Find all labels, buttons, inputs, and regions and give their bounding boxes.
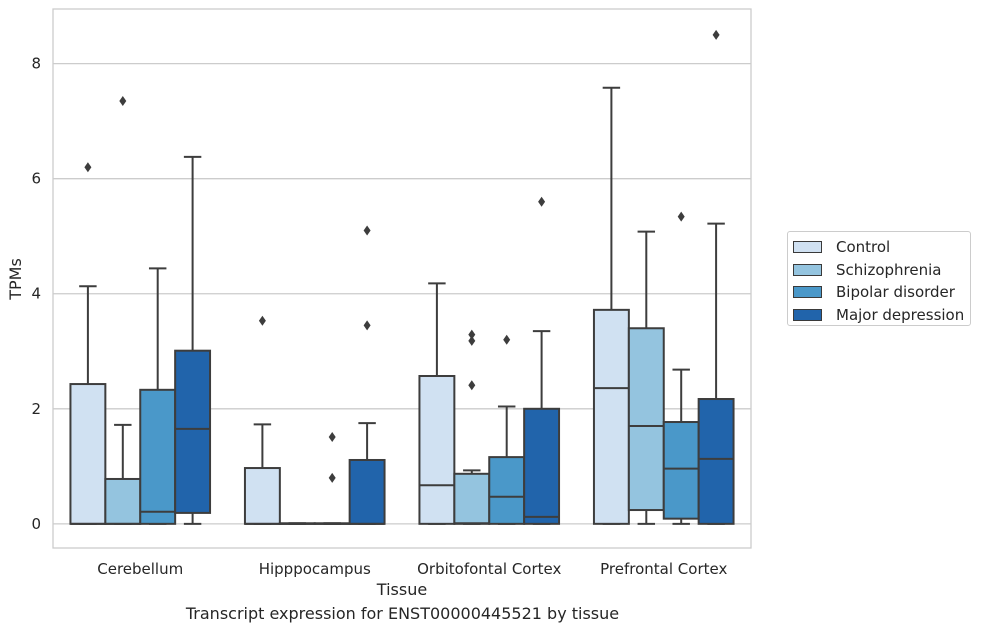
x-axis-ticks: Cerebellum Hipppocampus Orbitofontal Corte… bbox=[97, 560, 727, 578]
outlier-point bbox=[363, 225, 371, 236]
figure-caption: Transcript expression for ENST0000044552… bbox=[185, 604, 620, 623]
box-hipppocampus-bipolar-disorder bbox=[313, 431, 351, 525]
box-body bbox=[697, 398, 735, 525]
box-body bbox=[592, 308, 630, 525]
plot-frame bbox=[52, 8, 752, 549]
legend-item-control: Control bbox=[793, 236, 970, 259]
y-tick-label-0: 0 bbox=[31, 515, 41, 533]
box-cerebellum-control bbox=[69, 162, 107, 525]
outlier-point bbox=[468, 329, 476, 340]
outlier-point bbox=[503, 334, 511, 345]
box-body bbox=[348, 458, 386, 525]
box-body bbox=[243, 467, 281, 525]
box-hipppocampus-major-depression bbox=[348, 225, 386, 525]
box-cerebellum-bipolar-disorder bbox=[139, 267, 177, 525]
box-body bbox=[488, 456, 526, 525]
box-cerebellum-major-depression bbox=[174, 155, 212, 525]
box-orbitofontal-cortex-control bbox=[418, 282, 456, 525]
x-tick-label-cerebellum: Cerebellum bbox=[97, 560, 183, 578]
legend-swatch-schizophrenia bbox=[793, 263, 822, 276]
box-orbitofontal-cortex-bipolar-disorder bbox=[488, 334, 526, 525]
y-tick-label-6: 6 bbox=[31, 170, 41, 188]
y-axis-ticks: 0 2 4 6 8 bbox=[31, 55, 41, 533]
legend-label-schizophrenia: Schizophrenia bbox=[836, 260, 942, 279]
legend-label-bipolar-disorder: Bipolar disorder bbox=[836, 283, 955, 302]
box-body bbox=[523, 407, 561, 525]
box-hipppocampus-schizophrenia bbox=[278, 522, 316, 525]
legend-swatch-major-depression bbox=[793, 308, 822, 321]
box-prefrontal-cortex-control bbox=[592, 86, 630, 525]
outlier-point bbox=[677, 211, 685, 222]
x-axis-label: Tissue bbox=[376, 580, 427, 599]
outlier-point bbox=[363, 320, 371, 331]
box-series bbox=[69, 29, 735, 525]
outlier-point bbox=[119, 96, 127, 107]
box-cerebellum-schizophrenia bbox=[104, 96, 142, 525]
box-body bbox=[418, 375, 456, 525]
outlier-point bbox=[468, 380, 476, 391]
box-prefrontal-cortex-bipolar-disorder bbox=[662, 211, 700, 525]
legend-item-bipolar-disorder: Bipolar disorder bbox=[793, 281, 970, 304]
box-body bbox=[453, 472, 491, 525]
box-hipppocampus-control bbox=[243, 315, 281, 525]
legend-label-major-depression: Major depression bbox=[836, 305, 965, 324]
box-prefrontal-cortex-major-depression bbox=[697, 29, 735, 525]
outlier-point bbox=[538, 196, 546, 207]
outlier-point bbox=[84, 162, 92, 173]
box-prefrontal-cortex-schizophrenia bbox=[627, 230, 665, 525]
y-tick-label-8: 8 bbox=[31, 55, 41, 73]
outlier-point bbox=[328, 431, 336, 442]
outlier-point bbox=[258, 315, 266, 326]
outlier-point bbox=[468, 335, 476, 346]
legend-item-major-depression: Major depression bbox=[793, 304, 970, 327]
legend-label-control: Control bbox=[836, 238, 891, 257]
box-body bbox=[662, 421, 700, 520]
box-body bbox=[104, 477, 142, 525]
y-tick-label-2: 2 bbox=[31, 400, 41, 418]
outlier-point bbox=[328, 472, 336, 483]
legend-swatch-bipolar-disorder bbox=[793, 286, 822, 299]
chart-legend: Control Schizophrenia Bipolar disorder M… bbox=[787, 231, 971, 326]
legend-item-schizophrenia: Schizophrenia bbox=[793, 259, 970, 282]
outlier-point bbox=[712, 29, 720, 40]
box-body bbox=[69, 383, 107, 525]
box-body bbox=[174, 349, 212, 514]
box-orbitofontal-cortex-schizophrenia bbox=[453, 329, 491, 525]
y-axis-label: TPMs bbox=[6, 258, 25, 301]
box-orbitofontal-cortex-major-depression bbox=[523, 196, 561, 525]
legend-swatch-control bbox=[793, 241, 822, 254]
box-body bbox=[139, 388, 177, 525]
box-body bbox=[627, 327, 665, 512]
x-tick-label-orbitofontal-cortex: Orbitofontal Cortex bbox=[417, 560, 561, 578]
x-tick-label-hipppocampus: Hipppocampus bbox=[259, 560, 371, 578]
x-tick-label-prefrontal-cortex: Prefrontal Cortex bbox=[600, 560, 727, 578]
y-tick-label-4: 4 bbox=[31, 285, 41, 303]
